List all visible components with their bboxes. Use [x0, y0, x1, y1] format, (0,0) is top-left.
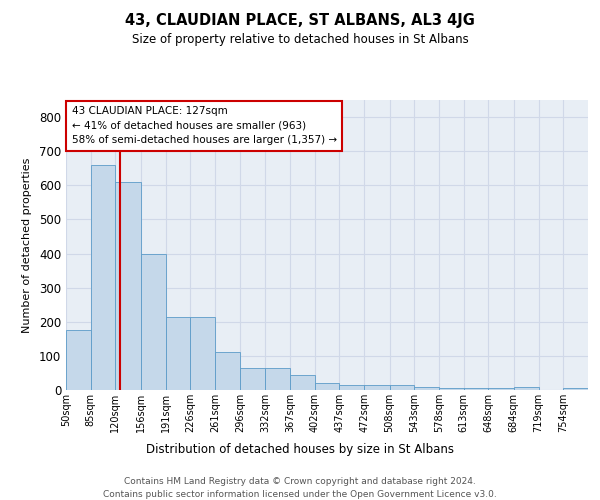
Text: Contains public sector information licensed under the Open Government Licence v3: Contains public sector information licen…	[103, 490, 497, 499]
Bar	[314, 383, 340, 390]
Text: Contains HM Land Registry data © Crown copyright and database right 2024.: Contains HM Land Registry data © Crown c…	[124, 478, 476, 486]
Bar	[115, 182, 141, 390]
Bar	[166, 316, 190, 390]
Bar	[141, 254, 166, 390]
Bar	[563, 388, 588, 390]
Bar	[514, 388, 539, 390]
Bar	[464, 388, 488, 390]
Text: 43 CLAUDIAN PLACE: 127sqm
← 41% of detached houses are smaller (963)
58% of semi: 43 CLAUDIAN PLACE: 127sqm ← 41% of detac…	[71, 106, 337, 146]
Text: 43, CLAUDIAN PLACE, ST ALBANS, AL3 4JG: 43, CLAUDIAN PLACE, ST ALBANS, AL3 4JG	[125, 12, 475, 28]
Bar	[488, 388, 514, 390]
Text: Distribution of detached houses by size in St Albans: Distribution of detached houses by size …	[146, 442, 454, 456]
Bar	[414, 388, 439, 390]
Y-axis label: Number of detached properties: Number of detached properties	[22, 158, 32, 332]
Bar	[190, 316, 215, 390]
Bar	[66, 330, 91, 390]
Bar	[265, 368, 290, 390]
Bar	[290, 374, 314, 390]
Bar	[389, 385, 414, 390]
Bar	[91, 165, 115, 390]
Bar	[215, 352, 240, 390]
Bar	[364, 385, 389, 390]
Bar	[340, 385, 364, 390]
Bar	[240, 368, 265, 390]
Bar	[439, 388, 464, 390]
Text: Size of property relative to detached houses in St Albans: Size of property relative to detached ho…	[131, 32, 469, 46]
